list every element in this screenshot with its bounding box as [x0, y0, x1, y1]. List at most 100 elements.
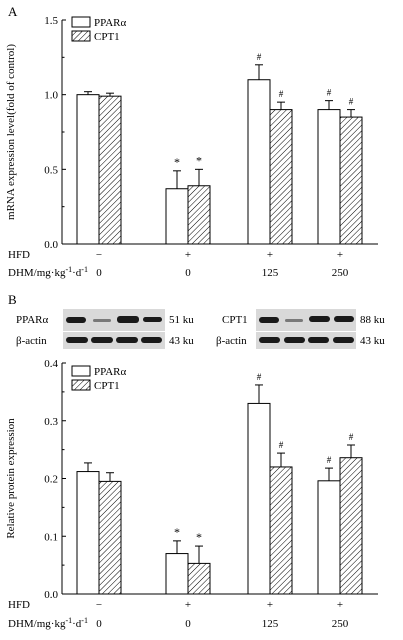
significance-mark: *	[196, 153, 202, 167]
blot-band	[259, 317, 279, 323]
dose-label-a-sup1: -1	[65, 265, 72, 274]
conditions-a: HFD DHM/mg·kg-1·d-1 −0+0+125+250	[8, 249, 349, 279]
blot-left-bottom-label: β-actin	[16, 335, 47, 347]
y-tick-label: 0.0	[44, 239, 58, 251]
y-tick-label: 1.5	[44, 15, 58, 27]
dose-value: 125	[262, 267, 279, 279]
y-tick-label: 0.3	[44, 416, 58, 428]
blot-band	[116, 337, 138, 343]
hfd-value: +	[267, 249, 273, 261]
significance-mark: #	[279, 440, 284, 450]
dose-value: 0	[185, 267, 191, 279]
blot-right-top-label: CPT1	[222, 314, 248, 326]
conditions-b: HFD DHM/mg·kg-1·d-1 −0+0+125+250	[8, 599, 349, 630]
blot-left-bottom-size: 43 ku	[169, 335, 194, 347]
chart-b-protein: 0.0 0.1 0.2 0.3 0.4 Relative protein expressi…	[5, 358, 378, 601]
dose-value: 0	[185, 618, 191, 630]
significance-mark: *	[196, 530, 202, 544]
blot-band	[141, 337, 162, 343]
dose-label-b-main: DHM/mg·kg	[8, 618, 66, 630]
y-tick-label: 0.5	[44, 164, 58, 176]
significance-mark: #	[327, 88, 332, 98]
legend-swatch	[71, 379, 91, 391]
blot-image-actin-right	[256, 332, 356, 349]
dose-label-b-sup2: -1	[81, 616, 88, 625]
legend-entry: CPT1	[94, 31, 120, 43]
y-tick-label: 0.2	[44, 474, 58, 486]
blot-band	[143, 317, 162, 322]
bar	[269, 466, 293, 595]
dose-value: 250	[332, 267, 349, 279]
y-tick-label: 0.0	[44, 589, 58, 601]
hfd-value: +	[185, 249, 191, 261]
dose-label-b-sup1: -1	[65, 616, 72, 625]
panel-a-label: A	[8, 4, 18, 19]
dose-value: 0	[96, 618, 102, 630]
hfd-value: −	[96, 249, 102, 261]
legend-entry: PPARα	[94, 17, 127, 29]
y-axis-label: Relative protein expression	[5, 418, 17, 539]
hfd-label-a: HFD	[8, 249, 30, 261]
bar	[339, 116, 363, 245]
significance-mark: #	[279, 89, 284, 99]
legend-entry: CPT1	[94, 380, 120, 392]
bar	[98, 480, 122, 595]
blot-band	[333, 337, 354, 343]
hfd-value: +	[337, 599, 343, 611]
bar	[317, 109, 341, 245]
blot-band	[284, 337, 305, 343]
legend-entry: PPARα	[94, 366, 127, 378]
blot-left-top-label: PPARα	[16, 314, 49, 326]
hfd-value: +	[267, 599, 273, 611]
dose-value: 0	[96, 267, 102, 279]
bar	[98, 95, 122, 245]
bar	[187, 185, 211, 245]
bar	[269, 109, 293, 245]
blot-band	[259, 337, 280, 343]
legend-swatch	[71, 365, 91, 377]
significance-mark: #	[327, 455, 332, 465]
hfd-label-b: HFD	[8, 599, 30, 611]
blot-band	[117, 316, 139, 323]
dose-label-a-mid: ·d	[72, 267, 82, 279]
blot-band	[66, 317, 86, 323]
blot-image-pparα	[63, 309, 165, 331]
bar	[76, 94, 100, 245]
legend-swatch	[71, 16, 91, 28]
y-tick-label: 0.4	[44, 358, 58, 370]
bar	[247, 79, 271, 245]
bar	[165, 188, 189, 245]
bar	[76, 471, 100, 595]
dose-value: 250	[332, 618, 349, 630]
bar	[187, 562, 211, 595]
blot-image-cpt1	[256, 309, 356, 331]
dose-label-a-sup2: -1	[81, 265, 88, 274]
dose-value: 125	[262, 618, 279, 630]
blot-band	[93, 319, 111, 322]
significance-mark: *	[174, 525, 180, 539]
blot-band	[91, 337, 113, 343]
bar	[339, 457, 363, 595]
y-tick-label: 1.0	[44, 90, 58, 102]
bar	[317, 480, 341, 595]
blot-right-bottom-label: β-actin	[216, 335, 247, 347]
hfd-value: −	[96, 599, 102, 611]
dose-label-b: DHM/mg·kg-1·d-1	[8, 616, 88, 630]
bar	[165, 553, 189, 595]
blot-band	[66, 337, 88, 343]
significance-mark: #	[257, 372, 262, 382]
significance-mark: *	[174, 155, 180, 169]
dose-label-b-mid: ·d	[72, 618, 82, 630]
blot-left-top-size: 51 ku	[169, 314, 194, 326]
blot-band	[309, 316, 330, 322]
y-tick-label: 0.1	[44, 531, 58, 543]
legend-swatch	[71, 30, 91, 42]
significance-mark: #	[349, 432, 354, 442]
significance-mark: #	[257, 52, 262, 62]
chart-a-mrna: 0.0 0.5 1.0 1.5 mRNA expression level(fold o…	[5, 15, 378, 251]
blot-band	[285, 319, 303, 322]
panel-b-label: B	[8, 292, 17, 307]
dose-label-a: DHM/mg·kg-1·d-1	[8, 265, 88, 279]
blot-image-actin-left	[63, 332, 165, 349]
